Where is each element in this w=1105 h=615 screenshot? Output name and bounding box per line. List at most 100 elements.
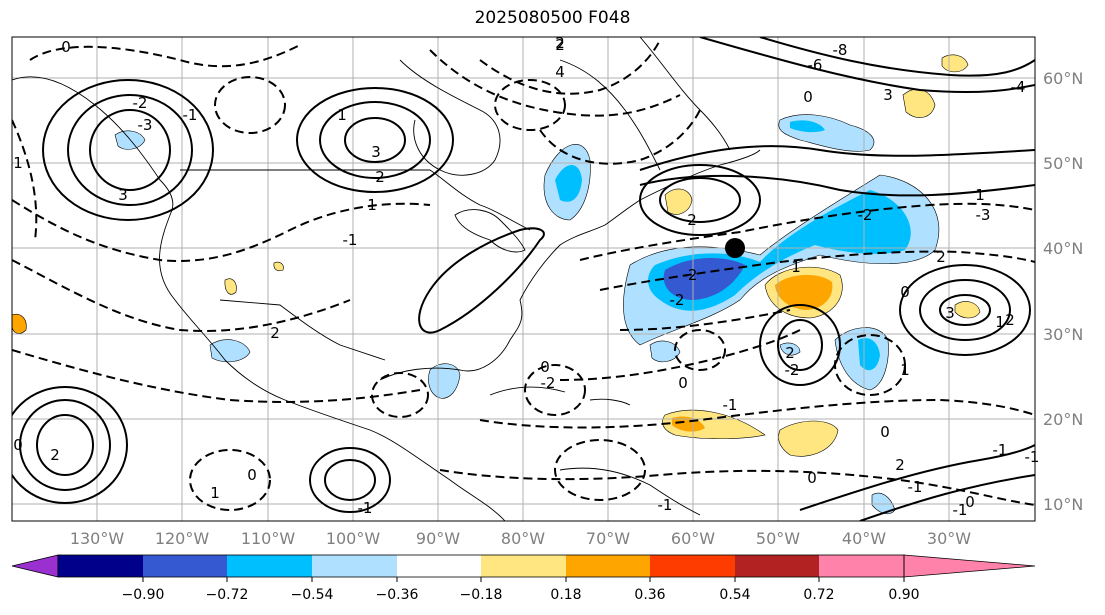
graticule <box>12 37 1035 521</box>
contour-dash-1 <box>12 199 431 262</box>
contour-dash-9 <box>619 309 791 331</box>
coast-cuba <box>489 386 566 396</box>
contour-low-canada-2 <box>319 101 431 179</box>
coast-hudson-bay <box>399 59 501 176</box>
contour-low-alaska-3 <box>42 79 214 221</box>
anomaly-blue-gulf <box>428 363 461 399</box>
contours <box>12 37 1035 521</box>
contour-dash-8 <box>599 250 1035 291</box>
contour-dash-ring-6 <box>214 76 286 134</box>
contour-label: -2 <box>858 206 873 224</box>
contour-label: -1 <box>953 501 968 519</box>
contour-label: 2 <box>375 168 385 186</box>
lon-label: 130°W <box>70 529 125 548</box>
contour-label: 0 <box>13 436 23 454</box>
contour-label: 0 <box>900 283 910 301</box>
contour-label: -1 <box>658 496 673 514</box>
contour-label: 2 <box>50 446 60 464</box>
contour-label: -2 <box>541 374 556 392</box>
contour-dash-ring-8 <box>834 334 906 396</box>
anomaly-cyan-north-atlantic <box>790 120 825 133</box>
contour-dash-ring-5 <box>554 439 646 501</box>
contour-label: 0 <box>965 493 975 511</box>
anomaly-cyan-canada-east <box>555 165 582 202</box>
lat-label: 50°N <box>1043 154 1083 173</box>
colorbar-segment <box>650 555 735 577</box>
colorbar-tick-label: −0.54 <box>291 587 334 603</box>
contour-label: -2 <box>785 361 800 379</box>
contour-label: 2 <box>1005 311 1015 329</box>
anomaly-yellow-plains <box>273 261 284 272</box>
contours-dashed <box>12 39 1035 511</box>
colorbar-tick-label: 0.72 <box>803 587 834 603</box>
lon-label: 80°W <box>501 529 545 548</box>
anomaly-yellow-newfoundland <box>664 188 693 215</box>
contour-label: 2 <box>555 34 565 52</box>
contour-label: 0 <box>880 423 890 441</box>
anomaly-yellow-mexico <box>224 278 237 295</box>
colorbar-tick-label: 0.36 <box>634 587 665 603</box>
contour-low-alaska-2 <box>67 94 193 206</box>
location-marker <box>725 238 745 258</box>
contour-dash-ring-7 <box>494 79 566 131</box>
lat-label: 10°N <box>1043 495 1083 514</box>
lon-label: 40°W <box>842 529 886 548</box>
great-lakes <box>454 209 526 253</box>
contour-low-canada-1 <box>344 117 406 163</box>
contour-dash-ring-4 <box>189 449 271 511</box>
coastlines <box>12 37 761 521</box>
contour-pacific-1 <box>36 414 94 476</box>
contour-dash-west-1 <box>29 44 301 68</box>
coast-south-america <box>559 467 701 516</box>
colorbar-segment <box>312 555 397 577</box>
lon-label: 100°W <box>326 529 381 548</box>
contour-east-1 <box>939 294 991 326</box>
colorbar-segment <box>566 555 650 577</box>
contour-label: 1 <box>900 361 910 379</box>
contour-label: -8 <box>833 41 848 59</box>
colorbar-segment <box>143 555 227 577</box>
contour-label: -2 <box>133 94 148 112</box>
contour-label: -1 <box>183 106 198 124</box>
lon-label: 60°W <box>671 529 715 548</box>
contour-mexico-2 <box>309 447 391 513</box>
contour-atlantic-1 <box>777 319 823 371</box>
anomaly-blue-mexico <box>209 339 251 363</box>
colorbar-tick-label: −0.36 <box>376 587 419 603</box>
colorbar-tick-label: 0.90 <box>888 587 919 603</box>
anomaly-yellow-south-atlantic <box>778 420 839 457</box>
contour-label: 2 <box>270 324 280 342</box>
colorbar-segment <box>819 555 904 577</box>
colorbar-segment <box>735 555 819 577</box>
colorbar-segment <box>481 555 566 577</box>
contour-label: 1 <box>975 186 985 204</box>
colorbar-segment <box>58 555 143 577</box>
contour-label: 0 <box>678 374 688 392</box>
contour-label: 3 <box>945 304 955 322</box>
lat-label: 60°N <box>1043 69 1083 88</box>
colorbar: −0.90 −0.72 −0.54 −0.36 −0.18 0.18 0.36 … <box>11 554 1036 603</box>
lat-label: 30°N <box>1043 325 1083 344</box>
colorbar-extend-low <box>11 554 59 578</box>
contour-dash-ring-3 <box>674 329 726 371</box>
colorbar-tick-label: −0.90 <box>122 587 165 603</box>
contour-label: -1 <box>1025 448 1040 466</box>
coast-east-us <box>519 149 761 301</box>
contour-label: 0 <box>540 358 550 376</box>
lon-label: 50°W <box>756 529 800 548</box>
coast-greenland <box>639 37 731 151</box>
contour-label: 2 <box>895 456 905 474</box>
colorbar-extend-high <box>903 554 1036 578</box>
anomaly-orange-central-atlantic <box>775 274 833 310</box>
contour-label: 3 <box>883 86 893 104</box>
coast-hispaniola <box>589 398 631 406</box>
contour-dash-10 <box>559 329 801 381</box>
contour-label: 1 <box>367 196 377 214</box>
contour-north-2 <box>759 37 1035 77</box>
shaded-field <box>12 54 981 515</box>
anomaly-yellow-far-east <box>954 301 981 319</box>
coast-labrador <box>559 59 661 171</box>
contour-label: -4 <box>1011 78 1026 96</box>
contour-label: 1 <box>791 258 801 276</box>
